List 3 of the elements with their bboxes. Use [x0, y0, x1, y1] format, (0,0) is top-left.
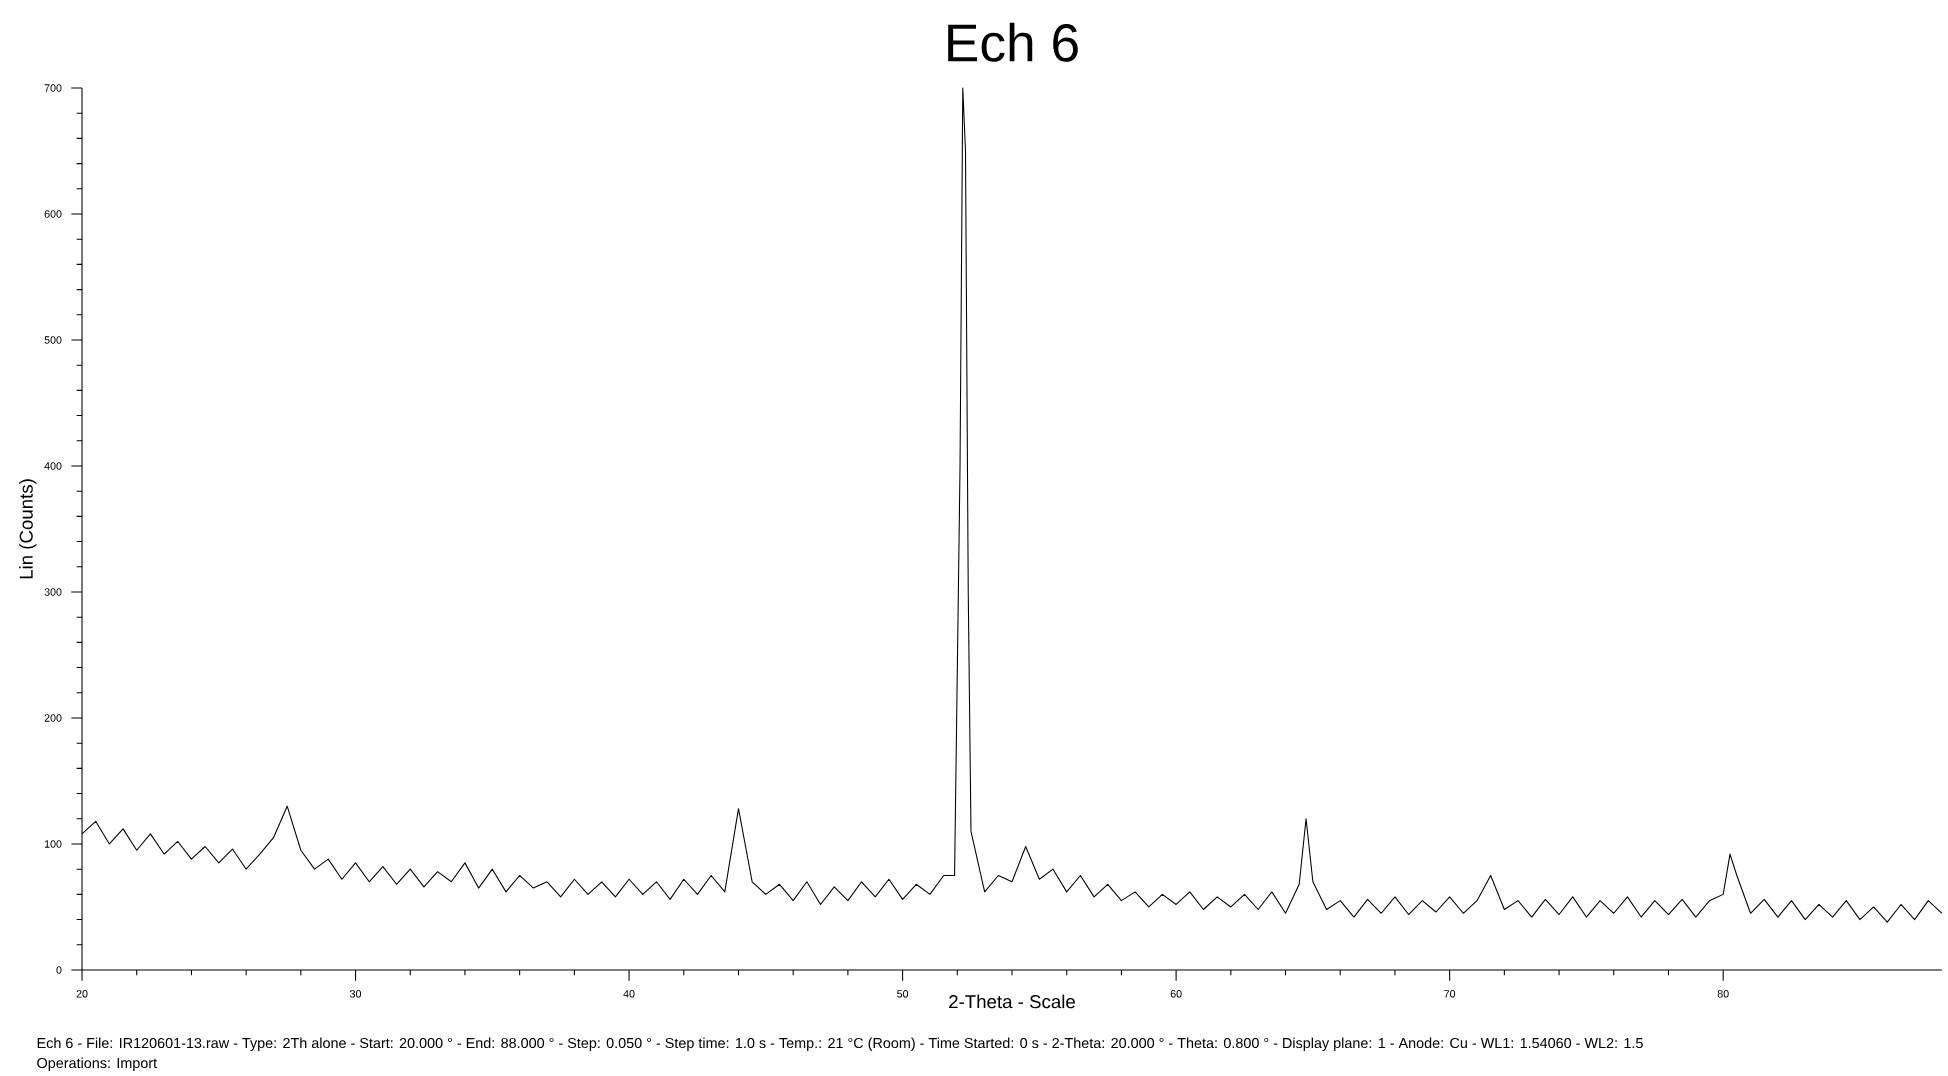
chart-title: Ech 6 [948, 22, 1078, 62]
x-axis-title: 2-Theta - Scale [949, 994, 1075, 1009]
y-axis-title: Lin (Counts) [19, 479, 37, 579]
